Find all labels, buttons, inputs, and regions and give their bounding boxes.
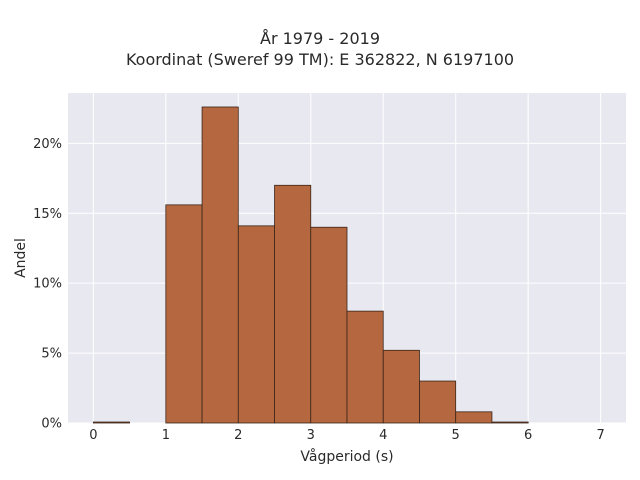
histogram-bar (419, 380, 457, 424)
histogram-bar (382, 349, 420, 424)
y-tick-label: 10% (33, 277, 62, 292)
x-tick-label: 3 (307, 428, 315, 443)
histogram-bars (92, 106, 529, 424)
x-tick-label: 6 (524, 428, 532, 443)
x-tick-label: 5 (452, 428, 460, 443)
y-axis-ticks: 0% 5% 10% 15% 20% (33, 137, 62, 432)
histogram-bar (346, 310, 384, 424)
x-tick-label: 7 (596, 428, 604, 443)
x-axis-title: Vågperiod (s) (300, 448, 393, 465)
histogram-bar (491, 421, 529, 424)
y-tick-label: 15% (33, 207, 62, 222)
histogram-bar (310, 226, 348, 424)
histogram-bar (455, 411, 493, 424)
histogram-bar (165, 204, 203, 424)
histogram-bar (92, 421, 130, 424)
histogram-bar (237, 225, 275, 424)
chart-title-line-2: Koordinat (Sweref 99 TM): E 362822, N 61… (125, 50, 515, 69)
x-tick-label: 0 (89, 428, 97, 443)
x-tick-label: 2 (234, 428, 242, 443)
x-axis-ticks: 0 1 2 3 4 5 6 7 (89, 428, 605, 443)
y-tick-label: 0% (41, 417, 62, 432)
histogram-bar (274, 184, 312, 424)
histogram-bar (201, 106, 239, 424)
y-tick-label: 20% (33, 137, 62, 152)
x-tick-label: 1 (162, 428, 170, 443)
y-axis-title: Andel (13, 238, 29, 278)
chart-title-line-1: År 1979 - 2019 (260, 29, 380, 48)
y-tick-label: 5% (41, 347, 62, 362)
x-tick-label: 4 (379, 428, 387, 443)
